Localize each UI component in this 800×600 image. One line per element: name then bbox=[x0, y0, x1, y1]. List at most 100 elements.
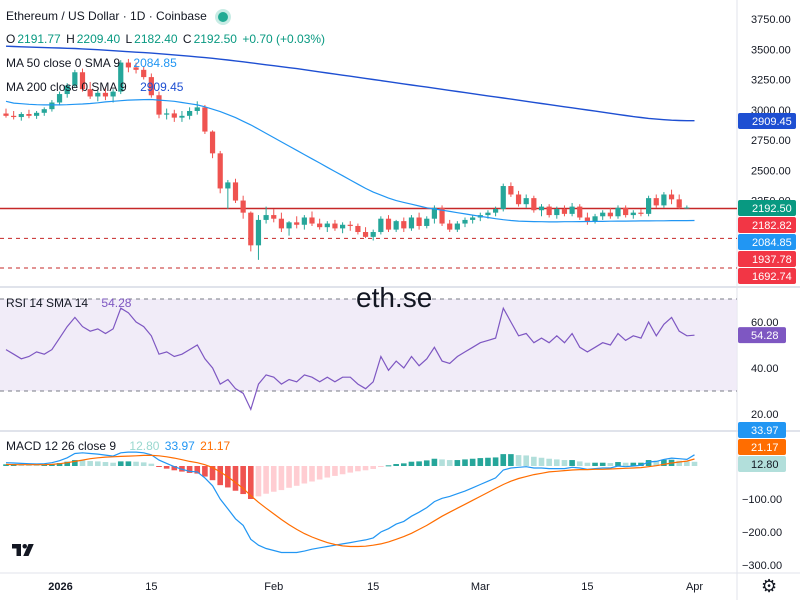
macd-histogram-bar bbox=[630, 462, 637, 466]
candle-body bbox=[110, 91, 116, 97]
candle-body bbox=[217, 153, 223, 189]
ma200-value: 2909.45 bbox=[140, 80, 184, 94]
rsi-band-fill bbox=[0, 299, 737, 391]
macd-histogram-bar bbox=[339, 466, 346, 475]
macd-histogram-bar bbox=[255, 466, 262, 497]
macd-histogram-bar bbox=[423, 460, 430, 466]
macd-histogram-bar bbox=[332, 466, 338, 476]
candle-body bbox=[324, 223, 330, 228]
high-label: H bbox=[66, 32, 75, 46]
candle-body bbox=[286, 222, 292, 229]
macd-hist-value: 12.80 bbox=[129, 439, 160, 453]
price-tag-bg bbox=[738, 268, 796, 284]
macd-histogram-bar bbox=[653, 460, 660, 466]
macd-histogram-bar bbox=[370, 466, 376, 469]
candle-body bbox=[49, 102, 55, 110]
settings-gear-icon[interactable]: ⚙ bbox=[761, 576, 778, 596]
macd-histogram-bar bbox=[355, 466, 361, 472]
macd-histogram-bar bbox=[79, 460, 86, 466]
time-tick-label: 15 bbox=[581, 581, 593, 593]
time-tick-label: Apr bbox=[686, 581, 703, 593]
macd-histogram-bar bbox=[622, 462, 629, 466]
price-tag-label: 2084.85 bbox=[752, 237, 792, 249]
macd-histogram-bar bbox=[102, 462, 109, 466]
macd-histogram-bar bbox=[64, 461, 70, 466]
macd-line-value: 33.97 bbox=[164, 439, 195, 453]
macd-histogram-bar bbox=[469, 458, 476, 466]
macd-line bbox=[5, 451, 695, 554]
ma50-legend[interactable]: MA 50 close 0 SMA 9 2084.85 bbox=[6, 56, 179, 70]
macd-histogram-bar bbox=[561, 460, 568, 466]
candle-body bbox=[64, 85, 70, 95]
macd-histogram-bar bbox=[500, 454, 507, 466]
candle-body bbox=[255, 219, 262, 246]
candle-body bbox=[546, 206, 552, 216]
macd-histogram-bar bbox=[462, 459, 468, 466]
candle-body bbox=[332, 223, 338, 229]
macd-histogram-bar bbox=[615, 462, 621, 466]
price-tag-bg bbox=[738, 251, 796, 267]
change-value: +0.70 (+0.03%) bbox=[242, 32, 326, 46]
candle-body bbox=[584, 217, 590, 222]
candle-body bbox=[347, 224, 353, 226]
candle-body bbox=[538, 206, 545, 211]
candle-body bbox=[225, 182, 231, 189]
macd-histogram-bar bbox=[508, 454, 514, 466]
macd-histogram-bar bbox=[217, 466, 223, 486]
rsi-value: 54.28 bbox=[101, 296, 132, 310]
candle-body bbox=[26, 114, 32, 116]
candle-body bbox=[56, 94, 63, 103]
candle-body bbox=[194, 107, 200, 111]
rsi-tag-bg bbox=[738, 327, 786, 344]
candle-body bbox=[187, 110, 193, 116]
price-tag-label: 2909.45 bbox=[752, 116, 792, 128]
candle-body bbox=[301, 217, 307, 225]
rsi-tick-label: 60.00 bbox=[751, 317, 779, 329]
macd-histogram-bar bbox=[278, 466, 285, 491]
price-tag-label: 1692.74 bbox=[752, 271, 792, 283]
candle-body bbox=[676, 199, 682, 208]
candle-body bbox=[638, 212, 644, 214]
macd-histogram-bar bbox=[125, 461, 132, 466]
close-value: 2192.50 bbox=[193, 32, 237, 46]
price-tick-label: 2500.00 bbox=[751, 165, 791, 177]
macd-histogram-bar bbox=[87, 461, 93, 466]
macd-histogram-bar bbox=[240, 466, 246, 495]
macd-histogram-bar bbox=[576, 461, 583, 466]
macd-histogram-bar bbox=[599, 462, 606, 466]
tradingview-logo-icon[interactable] bbox=[10, 541, 38, 559]
price-tick-label: 3500.00 bbox=[751, 44, 791, 56]
candle-body bbox=[531, 198, 537, 211]
macd-histogram-bar bbox=[584, 462, 591, 466]
candle-body bbox=[209, 131, 216, 154]
candle-body bbox=[493, 209, 499, 213]
macd-histogram-bar bbox=[393, 464, 399, 466]
candle-body bbox=[600, 212, 606, 217]
macd-histogram-bar bbox=[554, 459, 560, 466]
candle-body bbox=[523, 198, 529, 205]
macd-histogram-bar bbox=[645, 460, 652, 466]
macd-histogram-bar bbox=[477, 458, 484, 466]
time-tick-label: Feb bbox=[264, 581, 283, 593]
candle-body bbox=[79, 72, 86, 90]
rsi-legend[interactable]: RSI 14 SMA 14 54.28 bbox=[6, 296, 133, 310]
macd-histogram-bar bbox=[133, 461, 139, 466]
candle-body bbox=[454, 223, 460, 230]
candle-body bbox=[684, 207, 690, 209]
macd-histogram-bar bbox=[56, 463, 63, 466]
candle-body bbox=[416, 217, 422, 226]
macd-histogram-bar bbox=[362, 466, 369, 471]
macd-histogram-bar bbox=[378, 466, 384, 467]
candle-body bbox=[577, 206, 583, 218]
macd-histogram-bar bbox=[324, 466, 331, 478]
macd-legend[interactable]: MACD 12 26 close 9 12.80 33.97 21.17 bbox=[6, 439, 232, 453]
time-tick-label: 15 bbox=[145, 581, 157, 593]
macd-histogram-bar bbox=[385, 465, 392, 467]
ma200-legend[interactable]: MA 200 close 0 SMA 9 2909.45 bbox=[6, 80, 185, 94]
macd-histogram-bar bbox=[33, 465, 40, 467]
symbol-title[interactable]: Ethereum / US Dollar · 1D · Coinbase bbox=[6, 9, 207, 24]
price-tag-label: 1937.78 bbox=[752, 254, 792, 266]
macd-histogram-bar bbox=[163, 466, 170, 469]
price-tick-label: 3250.00 bbox=[751, 75, 791, 87]
